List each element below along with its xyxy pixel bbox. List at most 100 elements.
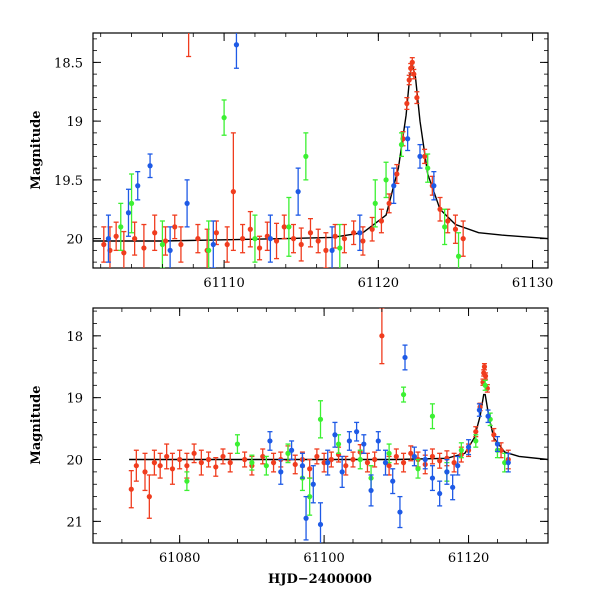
bottom-y-axis-title: Magnitude [29,385,44,464]
x-tick-label: 61120 [448,551,489,566]
data-point [191,450,197,456]
data-point [339,469,345,475]
data-point [402,354,408,361]
data-point [285,450,291,456]
data-point [230,189,236,195]
top-y-axis-title: Magnitude [29,110,44,189]
data-point [404,100,410,107]
data-point [267,438,273,444]
data-point [372,200,378,206]
data-point [452,226,459,232]
data-point [445,218,451,224]
data-point [205,456,212,463]
series-blue [267,344,511,543]
data-point [379,333,385,339]
bottom-panel: 61080 61100 61120 18 19 20 21 Magnitude HJD−24… [29,307,549,587]
data-point [357,456,363,463]
data-point [473,429,479,435]
data-point [247,226,253,232]
y-tick-label: 18.5 [54,56,83,71]
data-point [332,233,338,239]
bottom-x-axis-title: HJD−2400000 [268,572,372,587]
data-point [335,441,342,447]
data-point [299,463,306,469]
data-point [408,450,414,456]
data-point [213,230,219,236]
model-curve [93,64,548,242]
data-point [270,460,277,466]
y-tick-label: 21 [66,515,83,530]
data-point [346,438,352,444]
data-point [368,487,374,494]
data-point [485,413,491,419]
data-point [422,153,428,159]
data-point [292,461,298,468]
data-point [213,464,219,470]
data-point [151,460,157,466]
data-point [307,494,313,500]
data-point [273,238,280,244]
data-point [431,183,437,189]
data-point [411,71,417,77]
data-point [133,463,139,469]
data-point [422,456,428,463]
data-point [465,444,472,450]
data-point [328,456,334,463]
data-point [451,460,457,466]
data-point [278,469,284,475]
data-point [455,463,461,469]
data-point [361,441,367,447]
data-point [360,238,366,244]
data-point [386,463,392,469]
x-tick-label: 61130 [512,276,553,291]
data-point [135,183,141,189]
data-point [206,247,212,253]
data-point [227,460,233,466]
data-point [132,236,138,242]
series-red [101,33,466,268]
data-point [162,238,169,244]
data-point [364,460,371,466]
data-point [390,478,396,484]
data-point [391,183,397,189]
data-point [351,230,357,236]
data-point [383,177,389,183]
data-point [249,460,255,466]
data-point [386,450,392,456]
data-point [317,416,324,422]
data-point [125,210,132,216]
data-point [159,241,166,248]
data-point [321,460,327,466]
data-point [397,509,403,515]
data-point [450,484,456,490]
data-point [303,153,309,159]
data-point [147,163,153,169]
data-point [481,364,488,370]
data-point [152,230,158,236]
data-point [473,438,479,444]
data-point [341,236,348,242]
data-point [437,490,443,497]
data-point [314,453,320,460]
data-point [178,241,184,248]
data-point [113,233,119,239]
data-point [198,460,204,466]
data-point [369,226,375,232]
data-point [455,253,462,259]
data-point [317,521,324,528]
x-tick-label: 61100 [303,551,344,566]
y-tick-label: 18 [66,330,83,345]
x-tick-label: 61080 [159,551,200,566]
data-point [482,373,489,379]
data-point [233,42,240,48]
data-point [260,453,266,460]
data-point [224,241,230,248]
top-plot-frame [92,32,549,269]
data-point [502,460,508,466]
y-tick-label: 19.5 [54,174,83,189]
data-point [429,475,436,481]
data-point [146,494,152,500]
data-point [378,218,385,224]
top-panel: 61110 61120 61130 18.5 19 19.5 20 Magnitude [29,32,553,291]
